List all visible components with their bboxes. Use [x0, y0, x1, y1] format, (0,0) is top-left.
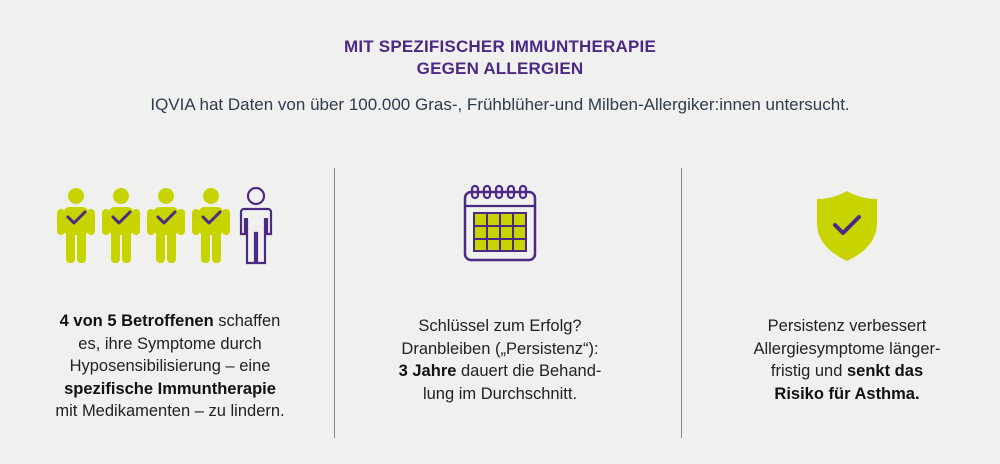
- stat-text: Persistenz verbessert Allergiesymptome l…: [682, 315, 1000, 405]
- stat-text: 4 von 5 Betroffenen schaffen es, ihre Sy…: [5, 310, 335, 423]
- column-divider-2: [681, 168, 682, 438]
- stat-text-line: Schlüssel zum Erfolg?: [418, 317, 582, 335]
- shield-check-icon: [682, 175, 1000, 270]
- people-icon: [5, 177, 335, 272]
- stat-highlight: 3 Jahre: [398, 362, 457, 380]
- stat-text-line: dauert die Behand-: [456, 362, 602, 380]
- title-line-1: MIT SPEZIFISCHER IMMUNTHERAPIE: [343, 37, 656, 56]
- page-title: MIT SPEZIFISCHER IMMUNTHERAPIE GEGEN ALL…: [0, 36, 1000, 80]
- stat-text-line: Persistenz verbessert: [767, 317, 927, 335]
- stat-text-line: Hyposensibilisierung – eine: [69, 357, 271, 375]
- stat-text-line: Dranbleiben („Persistenz“):: [401, 339, 599, 358]
- stat-column-betroffene: 4 von 5 Betroffenen schaffen es, ihre Sy…: [5, 177, 335, 423]
- stat-text-line: es, ihre Symptome durch: [78, 334, 262, 353]
- stat-text-line: lung im Durchschnitt.: [422, 384, 578, 403]
- calendar-icon: [335, 175, 665, 270]
- column-divider-1: [334, 168, 335, 438]
- stat-highlight: spezifische Immuntherapie: [64, 379, 276, 398]
- stat-text-line: schaffen: [213, 312, 281, 330]
- page-subtitle: IQVIA hat Daten von über 100.000 Gras-, …: [150, 95, 850, 114]
- stat-highlight: Risiko für Asthma.: [774, 384, 920, 403]
- stat-text-line: mit Medikamenten – zu lindern.: [55, 402, 285, 420]
- stat-text: Schlüssel zum Erfolg? Dranbleiben („Pers…: [335, 315, 665, 405]
- stat-highlight: 4 von 5 Betroffenen: [59, 312, 214, 330]
- stat-column-asthma: Persistenz verbessert Allergiesymptome l…: [682, 175, 1000, 405]
- stat-column-persistenz: Schlüssel zum Erfolg? Dranbleiben („Pers…: [335, 175, 665, 405]
- stat-highlight: senkt das: [847, 362, 924, 380]
- stat-text-line: Allergiesymptome länger-: [753, 339, 941, 358]
- stat-text-line: fristig und: [770, 362, 847, 380]
- title-line-2: GEGEN ALLERGIEN: [416, 59, 584, 78]
- header: MIT SPEZIFISCHER IMMUNTHERAPIE GEGEN ALL…: [0, 36, 1000, 116]
